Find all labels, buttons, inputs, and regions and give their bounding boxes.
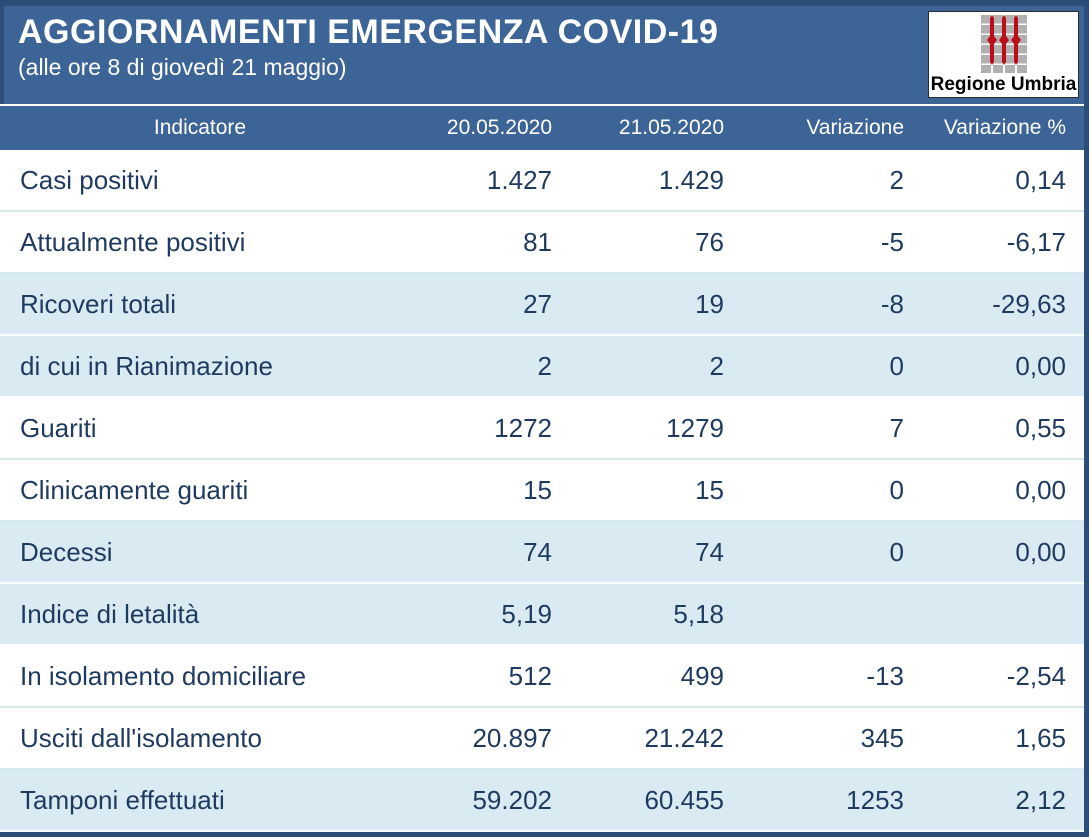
value-cell: 499	[680, 660, 724, 691]
column-header-indicatore: Indicatore	[0, 105, 400, 150]
column-header-variazione-pct: Variazione %	[922, 105, 1084, 150]
column-header-date-2: 21.05.2020	[570, 105, 742, 150]
logo-caption: Regione Umbria	[930, 74, 1077, 95]
value-cell: 2	[709, 350, 724, 381]
covid-indicators-table: Indicatore 20.05.2020 21.05.2020 Variazi…	[0, 104, 1084, 832]
value-cell: 59.202	[472, 784, 552, 815]
indicator-label: Indice di letalità	[20, 598, 200, 629]
value-cell: 0,55	[1015, 412, 1066, 443]
value-cell: 0	[889, 536, 904, 567]
value-cell: 2	[889, 164, 904, 195]
table-body: Casi positivi 1.427 1.429 2 0,14 Attualmente …	[0, 150, 1084, 831]
value-cell	[742, 583, 922, 645]
header-row: Indicatore 20.05.2020 21.05.2020 Variazi…	[0, 105, 1084, 150]
value-cell: 2	[537, 350, 552, 381]
value-cell: 76	[695, 226, 724, 257]
value-cell: 21.242	[644, 722, 724, 753]
value-cell: 19	[695, 288, 724, 319]
page-title: AGGIORNAMENTI EMERGENZA COVID-19	[18, 13, 719, 51]
value-cell: 1.429	[658, 164, 724, 195]
value-cell: 2,12	[1015, 784, 1066, 815]
table-row: In isolamento domiciliare 512 499 -13 -2,54	[0, 645, 1084, 707]
indicator-label: Decessi	[20, 536, 113, 567]
value-cell: -2,54	[1006, 660, 1066, 691]
table-row: di cui in Rianimazione 2 2 0 0,00	[0, 335, 1084, 397]
value-cell: 20.897	[472, 722, 552, 753]
value-cell: 7	[889, 412, 904, 443]
value-cell: 512	[508, 660, 552, 691]
value-cell: 1279	[666, 412, 724, 443]
indicator-label: Usciti dall'isolamento	[20, 722, 262, 753]
indicator-label: Attualmente positivi	[20, 226, 246, 257]
regione-umbria-logo: Regione Umbria	[928, 11, 1079, 98]
table-row: Casi positivi 1.427 1.429 2 0,14	[0, 150, 1084, 211]
indicator-label: Ricoveri totali	[20, 288, 177, 319]
table-row: Attualmente positivi 81 76 -5 -6,17	[0, 211, 1084, 273]
table-row: Clinicamente guariti 15 15 0 0,00	[0, 459, 1084, 521]
page-subtitle: (alle ore 8 di giovedì 21 maggio)	[18, 54, 347, 81]
table-row: Ricoveri totali 27 19 -8 -29,63	[0, 273, 1084, 335]
value-cell: 81	[523, 226, 552, 257]
value-cell: 74	[523, 536, 552, 567]
value-cell: 0,00	[1015, 474, 1066, 505]
value-cell: 0,00	[1015, 350, 1066, 381]
value-cell: 15	[695, 474, 724, 505]
indicator-label: Clinicamente guariti	[20, 474, 249, 505]
indicator-label: In isolamento domiciliare	[20, 660, 307, 691]
column-header-date-1: 20.05.2020	[400, 105, 570, 150]
value-cell: 1272	[494, 412, 552, 443]
title-block: AGGIORNAMENTI EMERGENZA COVID-19 (alle o…	[4, 6, 1084, 81]
value-cell: 5,19	[501, 598, 552, 629]
value-cell: 5,18	[673, 598, 724, 629]
value-cell: 0	[889, 474, 904, 505]
value-cell	[922, 583, 1084, 645]
column-header-variazione: Variazione	[742, 105, 922, 150]
value-cell: -5	[880, 226, 904, 257]
indicator-label: Guariti	[20, 412, 97, 443]
table-header: Indicatore 20.05.2020 21.05.2020 Variazi…	[0, 105, 1084, 150]
table-row: Indice di letalità 5,19 5,18	[0, 583, 1084, 645]
table-row: Usciti dall'isolamento 20.897 21.242 345 1,6…	[0, 707, 1084, 769]
table-row: Guariti 1272 1279 7 0,55	[0, 397, 1084, 459]
umbria-crest-icon	[980, 15, 1027, 73]
value-cell: -6,17	[1006, 226, 1066, 257]
value-cell: 345	[860, 722, 904, 753]
value-cell: 0,00	[1015, 536, 1066, 567]
value-cell: 0,14	[1015, 164, 1066, 195]
value-cell: 1.427	[486, 164, 552, 195]
indicator-label: di cui in Rianimazione	[20, 350, 273, 381]
value-cell: 1253	[846, 784, 904, 815]
indicator-label: Tamponi effettuati	[20, 784, 225, 815]
table-row: Decessi 74 74 0 0,00	[0, 521, 1084, 583]
value-cell: 15	[523, 474, 552, 505]
value-cell: -8	[880, 288, 904, 319]
value-cell: -29,63	[992, 288, 1066, 319]
value-cell: 27	[523, 288, 552, 319]
indicator-label: Casi positivi	[20, 164, 159, 195]
value-cell: 1,65	[1015, 722, 1066, 753]
title-bar: AGGIORNAMENTI EMERGENZA COVID-19 (alle o…	[0, 0, 1084, 104]
table-row: Tamponi effettuati 59.202 60.455 1253 2,12	[0, 769, 1084, 831]
value-cell: 74	[695, 536, 724, 567]
value-cell: 0	[889, 350, 904, 381]
value-cell: -13	[866, 660, 904, 691]
value-cell: 60.455	[644, 784, 724, 815]
